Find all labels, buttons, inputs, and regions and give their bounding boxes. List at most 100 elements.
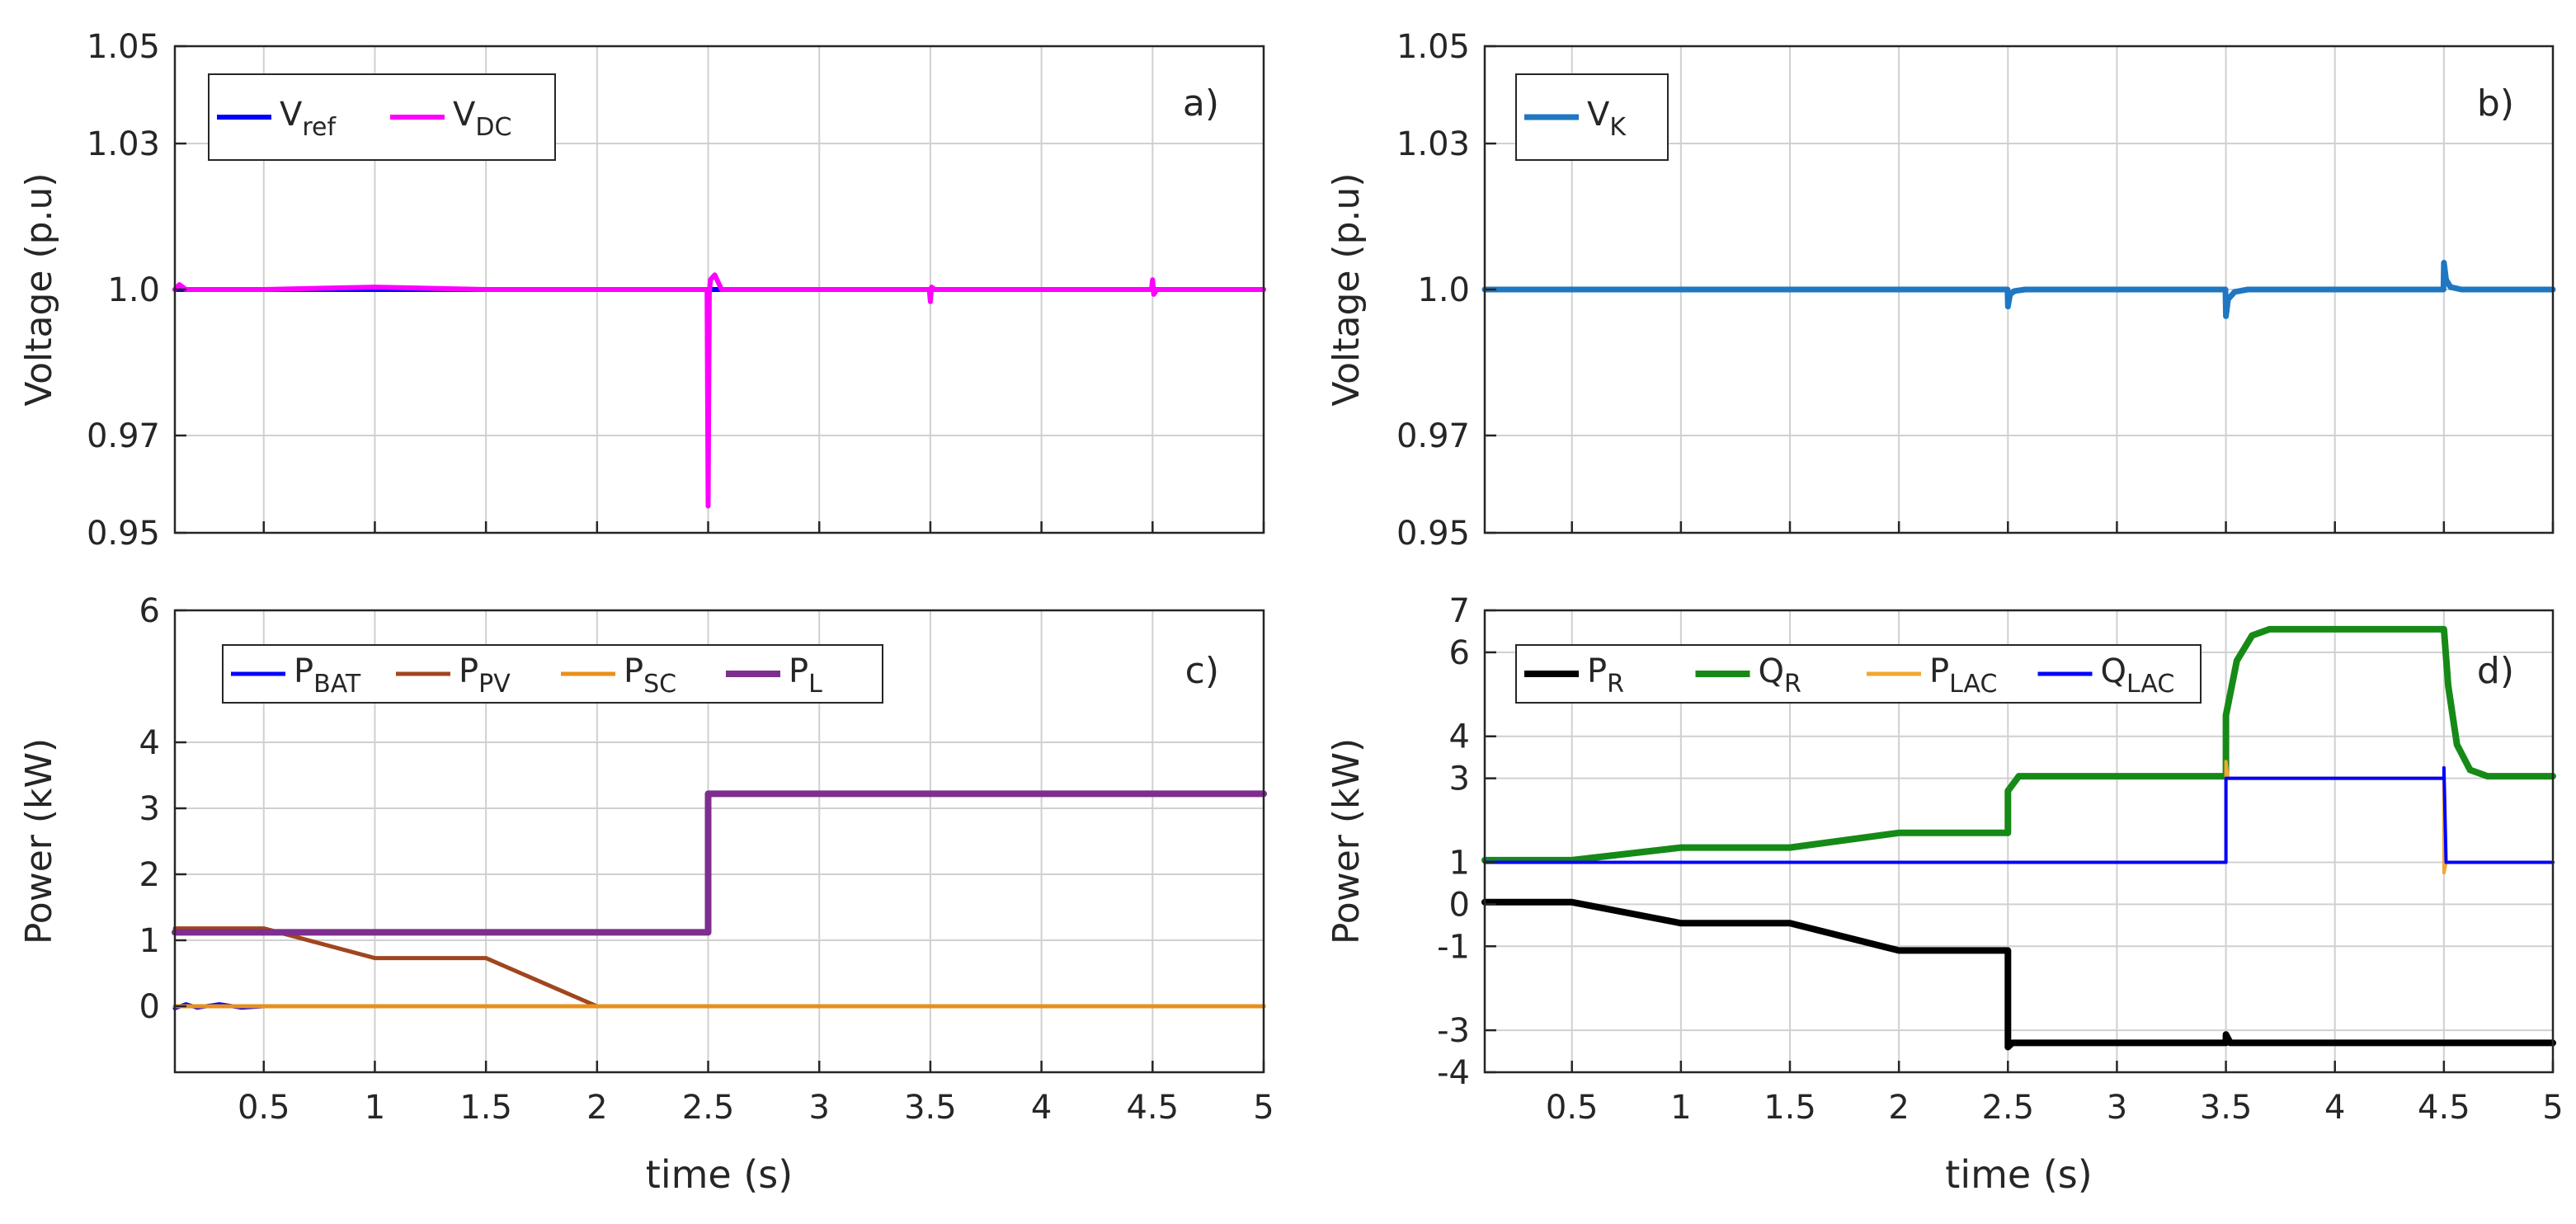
y-tick-label: 1 [139,922,160,960]
x-tick-label: 1.5 [459,1089,512,1127]
legend-box [222,644,883,704]
x-tick-label: 1 [1670,1089,1691,1127]
legend-label-sub: DC [475,113,511,142]
legend: VK [1515,73,1669,161]
legend-item-Q_LAC: QLAC [2037,652,2175,699]
series-line-V_DC [172,272,1266,509]
legend-label-main: P [1929,652,1949,690]
chart-panel-2: 0.5 1 1.5 2 2.5 3 3.5 4 4.5 5 0 1 2 3 4 6 Power (kW) time… [18,592,1274,1197]
axes-box [1483,609,2555,1074]
legend-label-main: P [294,652,313,690]
y-tick-label: 6 [1449,634,1470,672]
legend-label-main: P [624,652,643,690]
y-axis-label: Power (kW) [18,738,60,944]
y-tick-label: 4 [139,724,160,762]
legend-label-main: V [453,96,476,134]
y-tick-label: 6 [139,592,160,630]
legend-label-main: Q [1759,652,1784,690]
panel-label: c) [1185,650,1219,692]
y-axis-label: Voltage (p.u) [1326,172,1368,406]
legend: Vref VDC [208,73,556,161]
y-tick-label: 1.05 [1396,28,1470,66]
x-tick-label: 3 [2107,1089,2127,1127]
legend-label: PR [1587,652,1624,699]
y-tick-label: 3 [1449,760,1470,798]
legend-label-sub: LAC [2126,670,2174,699]
legend-item-V_DC: VDC [390,96,511,142]
y-tick-label: 3 [139,790,160,828]
x-tick-label: 3.5 [904,1089,957,1127]
legend-label-main: P [789,652,808,690]
legend-label: QLAC [2101,652,2175,699]
y-tick-label: -4 [1437,1054,1470,1092]
legend-label-main: V [1587,96,1610,134]
legend-label: PBAT [294,652,361,699]
legend-label-sub: ref [302,113,337,142]
x-tick-label: 4 [2324,1089,2345,1127]
legend-item-P_BAT: PBAT [231,652,361,699]
legend-label: PLAC [1929,652,1997,699]
legend-label: PPV [459,652,511,699]
legend-label: Vref [280,96,337,142]
y-tick-label: 1.0 [1417,271,1470,309]
panel-label: b) [2477,82,2514,125]
x-tick-label: 0.5 [1546,1089,1599,1127]
legend-item-P_LAC: PLAC [1867,652,1997,699]
y-axis-label: Voltage (p.u) [18,172,60,406]
legend-label: VDC [453,96,511,142]
chart-panel-1: 0.95 0.97 1.0 1.03 1.05 Voltage (p.u) b) VK [1326,28,2556,553]
legend-label-sub: BAT [313,670,361,699]
legend-label-sub: LAC [1949,670,1997,699]
y-tick-label: 0.97 [87,417,160,455]
y-tick-label: 0.95 [87,515,160,553]
legend-item-P_PV: PPV [396,652,511,699]
legend-label: VK [1587,96,1627,142]
x-axis-label: time (s) [1945,1152,2092,1197]
x-tick-label: 2 [1888,1089,1909,1127]
legend-item-V_ref: Vref [217,96,337,142]
legend-item-P_R: PR [1524,652,1624,699]
y-tick-label: 1.03 [87,125,160,163]
legend-label-main: Q [2101,652,2126,690]
y-tick-label: 7 [1449,592,1470,630]
y-tick-label: 0 [1449,886,1470,924]
y-tick-label: -1 [1437,928,1470,966]
legend: PR QR PLAC QLAC [1515,644,2202,704]
x-tick-label: 3.5 [2200,1089,2253,1127]
chart-panel-0: 0.95 0.97 1.0 1.03 1.05 Voltage (p.u) a) Vref VD… [18,28,1266,553]
y-tick-label: 1.05 [87,28,160,66]
x-tick-label: 2.5 [1981,1089,2034,1127]
legend-label-sub: R [1607,670,1624,699]
legend-item-P_L: PL [726,652,822,699]
panel-label: d) [2477,650,2514,692]
axes-box [173,609,1265,1074]
x-axis-label: time (s) [646,1152,793,1197]
legend-item-Q_R: QR [1695,652,1801,699]
panel-label: a) [1183,82,1219,125]
chart-panel-3: 0.5 1 1.5 2 2.5 3 3.5 4 4.5 5 -4 -3 -1 0 1 3 4 6 7 Power (k… [1326,592,2564,1197]
y-tick-label: 0.95 [1396,515,1470,553]
x-tick-label: 4 [1031,1089,1052,1127]
x-tick-label: 5 [1253,1089,1274,1127]
legend-label-sub: R [1784,670,1801,699]
x-tick-label: 0.5 [238,1089,290,1127]
legend-label-sub: SC [643,670,676,699]
y-tick-label: 1.0 [107,271,160,309]
legend-label-sub: PV [478,670,511,699]
x-tick-label: 3 [808,1089,829,1127]
y-tick-label: 1.03 [1396,125,1470,163]
y-tick-label: -3 [1437,1012,1470,1050]
legend-label-sub: K [1609,113,1627,142]
y-tick-label: 4 [1449,718,1470,756]
y-tick-label: 1 [1449,844,1470,882]
y-tick-label: 2 [139,856,160,894]
x-tick-label: 4.5 [1126,1089,1179,1127]
legend-label: PL [789,652,822,699]
legend-label-sub: L [808,670,822,699]
y-axis-label: Power (kW) [1326,738,1368,944]
series-line-P_L [172,790,1267,936]
y-tick-label: 0 [139,988,160,1026]
legend-label-main: P [1587,652,1607,690]
x-tick-label: 1.5 [1764,1089,1816,1127]
